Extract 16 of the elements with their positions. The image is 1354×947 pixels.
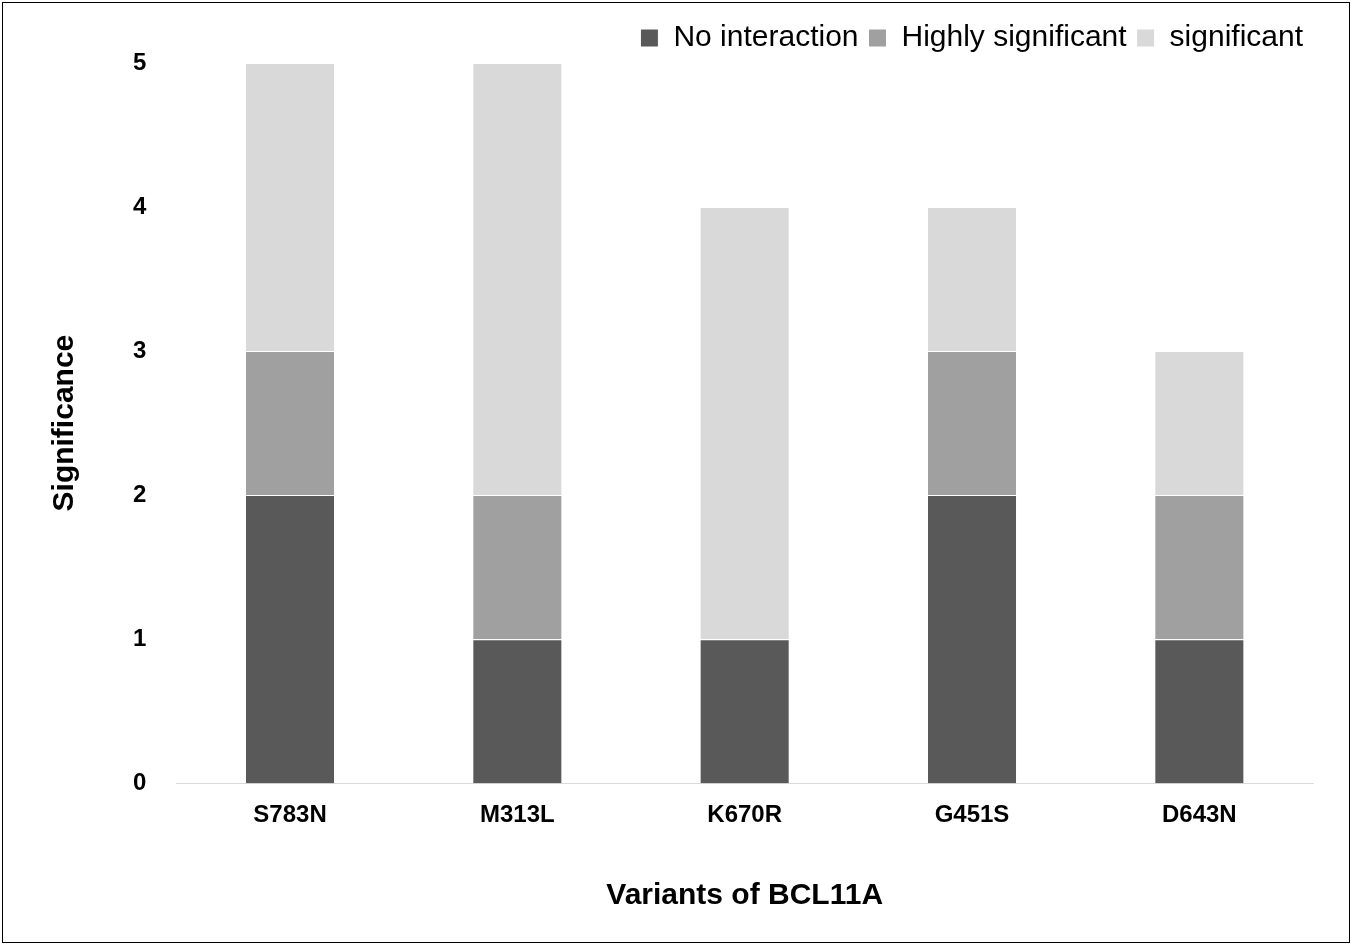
x-tick-label: M313L xyxy=(479,800,555,828)
y-tick-label: 4 xyxy=(132,191,147,219)
legend-label: Highly significant xyxy=(901,19,1128,53)
legend-label: No interaction xyxy=(673,19,859,53)
x-tick-label: D643N xyxy=(1161,800,1237,828)
x-tick-label: S783N xyxy=(253,800,327,828)
x-axis-title: Variants of BCL11A xyxy=(606,877,884,911)
x-tick-label: K670R xyxy=(707,800,783,828)
y-tick-label: 2 xyxy=(132,479,147,507)
y-tick-label: 3 xyxy=(132,335,147,363)
x-tick-label: G451S xyxy=(934,800,1010,828)
legend-label: significant xyxy=(1169,19,1304,53)
y-axis-title: Significance xyxy=(46,334,80,512)
y-tick-label: 0 xyxy=(132,767,147,795)
y-tick-label: 5 xyxy=(132,47,147,75)
y-tick-label: 1 xyxy=(132,623,147,651)
